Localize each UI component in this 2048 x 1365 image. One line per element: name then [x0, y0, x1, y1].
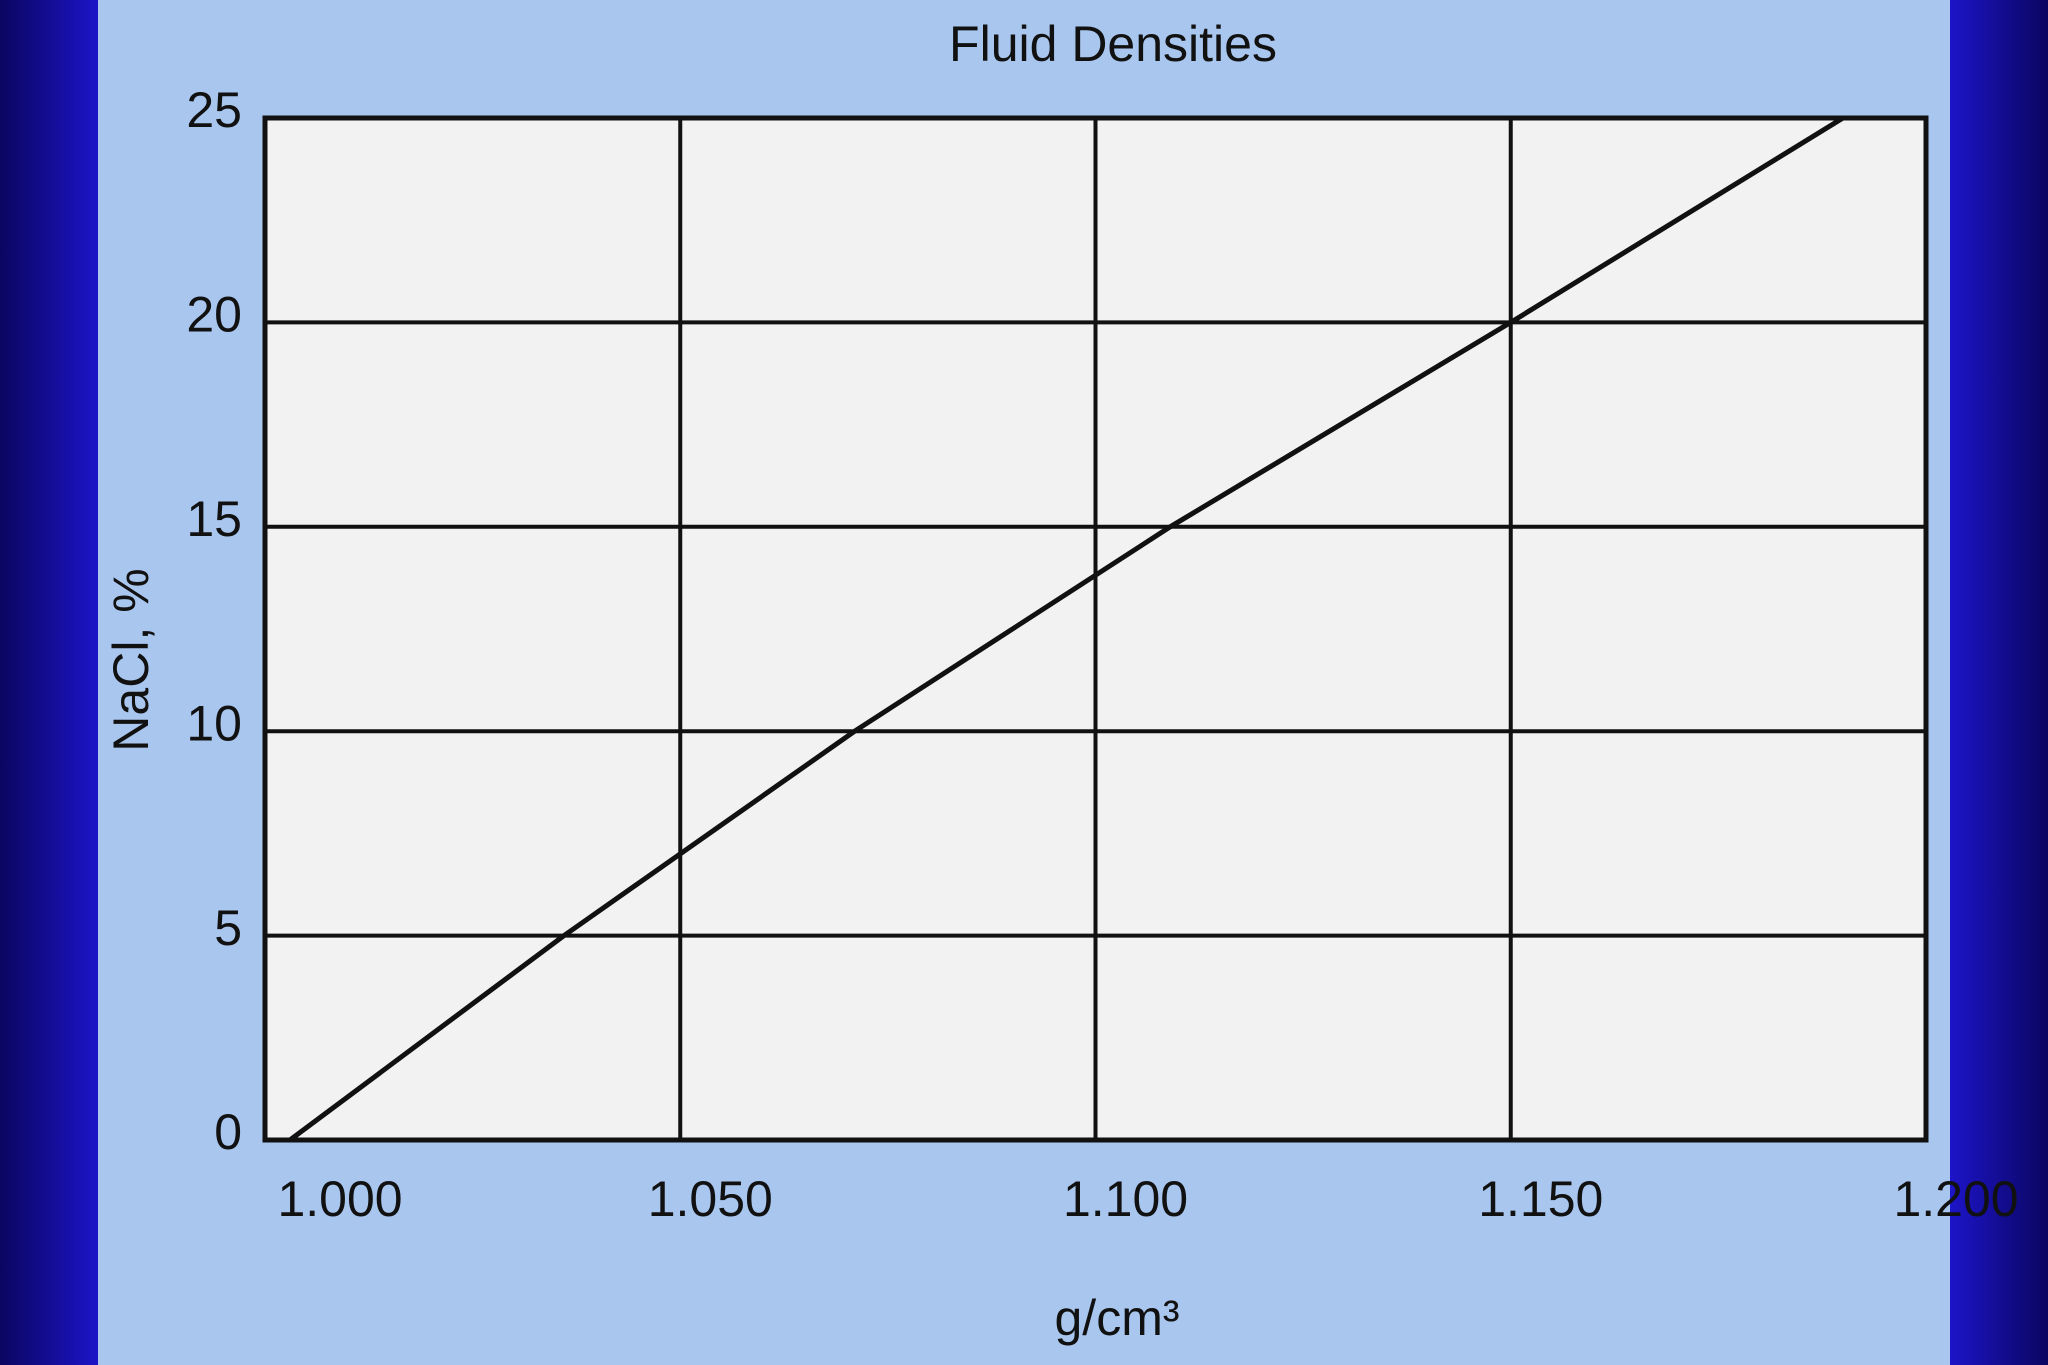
x-axis-label: g/cm³ — [1055, 1290, 1180, 1346]
y-tick-label: 10 — [186, 695, 242, 751]
x-tick-label: 1.100 — [1063, 1171, 1188, 1227]
x-tick-label: 1.150 — [1478, 1171, 1603, 1227]
y-tick-label: 5 — [214, 900, 242, 956]
data-line — [288, 115, 1845, 1143]
y-tick-label: 0 — [214, 1104, 242, 1160]
y-tick-label: 25 — [186, 82, 242, 138]
x-tick-label: 1.000 — [277, 1171, 402, 1227]
y-axis-label: NaCl, % — [103, 568, 159, 751]
y-tick-label: 20 — [186, 287, 242, 343]
x-tick-label: 1.050 — [648, 1171, 773, 1227]
chart-title: Fluid Densities — [949, 16, 1277, 72]
y-tick-label: 15 — [186, 491, 242, 547]
x-tick-label: 1.200 — [1893, 1171, 2018, 1227]
